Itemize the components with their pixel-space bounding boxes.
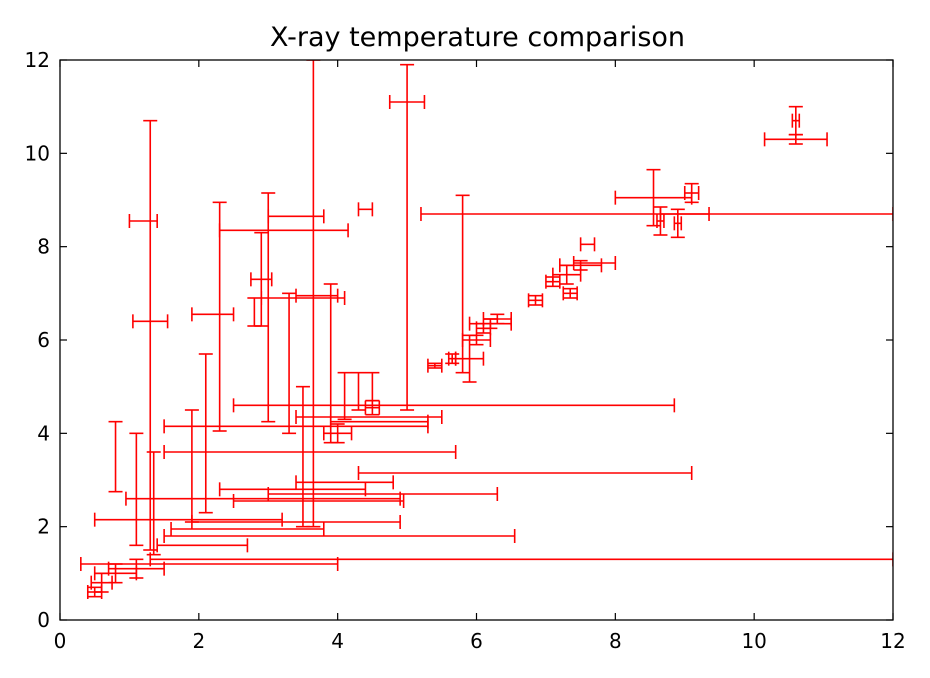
errorbar-point — [337, 371, 352, 421]
errorbar-point — [107, 558, 165, 579]
errorbar-point — [357, 466, 693, 480]
chart-title: X-ray temperature comparison — [269, 22, 686, 53]
y-tick-label: 10 — [25, 141, 50, 165]
y-tick-label: 12 — [25, 48, 50, 72]
y-tick-label: 8 — [37, 235, 50, 259]
x-tick-label: 0 — [54, 629, 67, 653]
errorbar-point — [260, 291, 346, 305]
errorbar-point — [247, 297, 262, 327]
errorbar-point — [156, 538, 249, 553]
errorbar-point — [329, 414, 429, 429]
errorbar-point — [558, 258, 603, 273]
errorbar-point — [163, 445, 457, 459]
errorbar-point — [212, 201, 227, 432]
errorbar-point — [579, 237, 596, 252]
errorbar-point — [552, 264, 582, 285]
errorbar-point — [351, 371, 366, 411]
errorbar-point — [128, 214, 158, 228]
errorbar-point — [614, 168, 693, 227]
errorbar-point — [282, 292, 297, 435]
errorbar-point — [170, 522, 325, 536]
errorbar-point — [184, 409, 199, 523]
errorbar-point — [659, 207, 710, 221]
errorbar-point — [482, 312, 513, 326]
errorbar-point — [427, 358, 443, 373]
errorbar-point — [232, 494, 405, 508]
errorbar-layer — [80, 60, 893, 599]
y-tick-label: 2 — [37, 515, 50, 539]
errorbar-point — [191, 307, 235, 322]
x-tick-label: 2 — [192, 629, 205, 653]
errorbar-point — [322, 423, 353, 444]
x-tick-label: 4 — [331, 629, 344, 653]
errorbar-point — [232, 398, 676, 413]
errorbar-point — [198, 353, 213, 514]
errorbar-point — [357, 202, 374, 217]
errorbar-point — [267, 487, 499, 501]
errorbar-point — [295, 475, 395, 490]
x-tick-label: 6 — [470, 629, 483, 653]
errorbar-point — [132, 119, 169, 551]
errorbar-point — [445, 351, 460, 366]
y-tick-label: 6 — [37, 328, 50, 352]
errorbar-point — [218, 223, 349, 238]
errorbar-point — [146, 451, 161, 556]
errorbar-point — [788, 105, 803, 136]
errorbar-point — [93, 512, 283, 527]
errorbar-point — [261, 192, 276, 423]
errorbar-point — [306, 60, 321, 528]
y-tick-label: 4 — [37, 421, 50, 445]
errorbar-point — [295, 385, 310, 528]
errorbar-point — [365, 371, 380, 402]
errorbar-point — [295, 410, 443, 424]
errorbar-point — [364, 399, 381, 416]
errorbar-point — [454, 334, 485, 383]
x-tick-label: 12 — [880, 629, 905, 653]
errorbar-point — [562, 286, 578, 301]
errorbar-point — [108, 420, 123, 493]
errorbar-point — [163, 529, 516, 543]
x-tick-label: 10 — [741, 629, 766, 653]
errorbar-point — [527, 293, 544, 308]
errorbar-point — [267, 209, 325, 224]
errorbar-point — [129, 432, 144, 547]
errorbar-point — [572, 256, 617, 270]
errorbar-point — [683, 182, 700, 204]
errorbar-point — [388, 63, 426, 411]
x-tick-label: 8 — [609, 629, 622, 653]
errorbar-point — [295, 288, 339, 303]
y-tick-label: 0 — [37, 608, 50, 632]
axes-layer: 0 2 4 6 8 10 12 0 2 4 6 8 10 12 — [25, 48, 906, 653]
